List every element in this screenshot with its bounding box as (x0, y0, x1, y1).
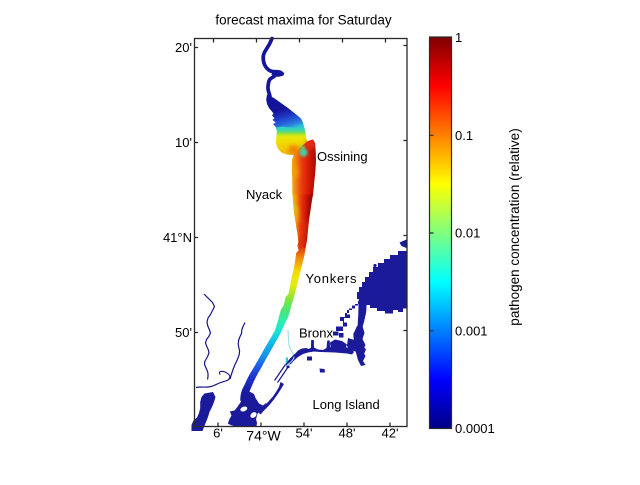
svg-text:pathogen concentration (relati: pathogen concentration (relative) (507, 128, 522, 325)
svg-text:74°W: 74°W (246, 428, 281, 444)
svg-text:0.1: 0.1 (455, 128, 473, 143)
svg-text:10': 10' (175, 135, 192, 150)
svg-text:Yonkers: Yonkers (306, 271, 358, 286)
svg-text:0.01: 0.01 (455, 226, 480, 241)
svg-text:6': 6' (213, 426, 223, 441)
svg-text:50': 50' (175, 325, 192, 340)
svg-text:41°N: 41°N (163, 230, 192, 245)
svg-text:1: 1 (455, 30, 462, 45)
svg-text:Long Island: Long Island (313, 397, 380, 412)
svg-text:0.001: 0.001 (455, 324, 488, 339)
svg-text:20': 20' (175, 40, 192, 55)
svg-text:42': 42' (382, 426, 399, 441)
svg-text:54': 54' (296, 426, 313, 441)
svg-text:forecast maxima for Saturday: forecast maxima for Saturday (215, 13, 392, 28)
svg-text:48': 48' (339, 426, 356, 441)
svg-text:Bronx: Bronx (299, 326, 333, 341)
svg-text:0.0001: 0.0001 (455, 421, 495, 436)
svg-text:Nyack: Nyack (246, 187, 283, 202)
svg-text:Ossining: Ossining (317, 149, 368, 164)
